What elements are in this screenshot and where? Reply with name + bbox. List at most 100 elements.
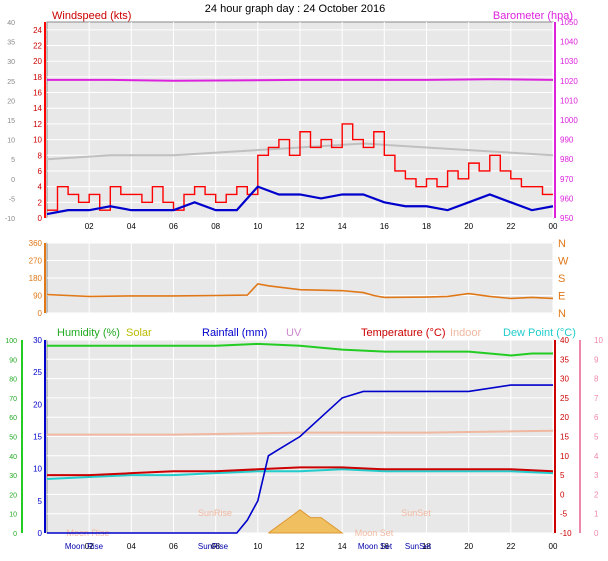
uv-tick-label: 7 bbox=[594, 394, 599, 403]
sunset-marker: SunSet bbox=[401, 508, 431, 518]
climate-grid bbox=[47, 339, 554, 534]
legend-solar: Solar bbox=[126, 327, 152, 339]
barometer-tick-label: 980 bbox=[560, 155, 574, 164]
barometer-tick-label: 1010 bbox=[560, 96, 578, 105]
windspeed-line bbox=[47, 123, 553, 211]
wind-outer-tick-label: 5 bbox=[11, 157, 15, 164]
temperature-tick-label: 20 bbox=[560, 413, 569, 422]
compass-label: S bbox=[558, 273, 565, 285]
barometer-tick-label: 1040 bbox=[560, 38, 578, 47]
x-tick-label: 10 bbox=[253, 222, 262, 231]
x-tick-label: 12 bbox=[296, 222, 305, 231]
wind-outer-tick-label: 25 bbox=[7, 79, 15, 86]
barometer-line bbox=[47, 78, 554, 82]
compass-label: W bbox=[558, 256, 569, 268]
direction-tick-label: 180 bbox=[29, 274, 43, 283]
sunset-axis-label: SunSet bbox=[405, 542, 432, 551]
compass-label: N bbox=[558, 238, 566, 250]
wind-outer-tick-label: 20 bbox=[7, 98, 15, 105]
x-tick-label: 02 bbox=[85, 542, 94, 551]
rainfall-line bbox=[47, 384, 553, 534]
wind-x-ticks: 02 04 06 08 10 12 14 16 18 20 22 00 bbox=[85, 222, 558, 231]
temperature-tick-label: 15 bbox=[560, 433, 569, 442]
x-tick-label: 22 bbox=[506, 542, 515, 551]
legend-dewpoint: Dew Point (°C) bbox=[503, 327, 576, 339]
uv-tick-label: 9 bbox=[594, 355, 599, 364]
indoor-temperature-line bbox=[47, 429, 554, 436]
direction-tick-label: 270 bbox=[29, 257, 43, 266]
wind-tick-label: 20 bbox=[33, 57, 42, 66]
wind-series bbox=[46, 78, 554, 216]
temperature-line bbox=[47, 466, 554, 477]
x-tick-label: 08 bbox=[211, 542, 220, 551]
compass-label: E bbox=[558, 291, 565, 303]
humidity-tick-label: 40 bbox=[9, 454, 17, 461]
wind-right-ticks: 1050 1040 1030 1020 1010 1000 990 980 970 960 950 bbox=[560, 18, 578, 223]
temperature-tick-label: 10 bbox=[560, 452, 569, 461]
direction-tick-label: 360 bbox=[29, 239, 43, 248]
barometer-tick-label: 1050 bbox=[560, 18, 578, 27]
wind-tick-label: 8 bbox=[38, 151, 43, 160]
x-tick-label: 02 bbox=[85, 222, 94, 231]
temperature-tick-label: -10 bbox=[560, 529, 572, 538]
barometer-tick-label: 1000 bbox=[560, 116, 578, 125]
rain-tick-label: 20 bbox=[33, 400, 42, 409]
temperature-tick-label: 25 bbox=[560, 394, 569, 403]
x-tick-label: 14 bbox=[338, 542, 347, 551]
temperature-tick-label: 5 bbox=[560, 471, 565, 480]
sunrise-axis-label: SunRise bbox=[198, 542, 229, 551]
legend-humidity: Humidity (%) bbox=[57, 327, 120, 339]
uv-tick-label: 4 bbox=[594, 452, 599, 461]
humidity-tick-label: 20 bbox=[9, 492, 17, 499]
barometer-tick-label: 990 bbox=[560, 136, 574, 145]
wind-outer-tick-label: 30 bbox=[7, 59, 15, 66]
wind-tick-label: 16 bbox=[33, 89, 42, 98]
barometer-tick-label: 970 bbox=[560, 175, 574, 184]
moon-set-axis-label: Moon Set bbox=[358, 542, 393, 551]
x-tick-label: 16 bbox=[380, 542, 389, 551]
rain-tick-label: 15 bbox=[33, 433, 42, 442]
humidity-tick-label: 0 bbox=[13, 531, 17, 538]
legend-indoor: Indoor bbox=[450, 327, 482, 339]
humidity-tick-label: 30 bbox=[9, 473, 17, 480]
direction-series bbox=[46, 282, 554, 300]
wind-outer-tick-label: 10 bbox=[7, 138, 15, 145]
rain-tick-label: 5 bbox=[38, 497, 43, 506]
barometer-tick-label: 950 bbox=[560, 214, 574, 223]
direction-tick-label: 90 bbox=[33, 292, 42, 301]
x-tick-label: 04 bbox=[127, 222, 136, 231]
humidity-tick-label: 100 bbox=[5, 338, 17, 345]
climate-legend: Humidity (%) Solar Rainfall (mm) UV Temp… bbox=[57, 327, 576, 339]
uv-tick-label: 10 bbox=[594, 336, 603, 345]
rain-tick-label: 10 bbox=[33, 465, 42, 474]
humidity-tick-label: 60 bbox=[9, 415, 17, 422]
x-tick-label: 20 bbox=[464, 542, 473, 551]
legend-temperature: Temperature (°C) bbox=[361, 327, 445, 339]
temperature-tick-label: 0 bbox=[560, 490, 565, 499]
rain-tick-label: 30 bbox=[33, 336, 42, 345]
wind-outer-tick-label: 35 bbox=[7, 40, 15, 47]
wind-tick-label: 18 bbox=[33, 73, 42, 82]
barometer-tick-label: 960 bbox=[560, 194, 574, 203]
rain-tick-label: 0 bbox=[38, 529, 43, 538]
wind-tick-label: 12 bbox=[33, 120, 42, 129]
x-tick-label: 06 bbox=[169, 222, 178, 231]
uv-tick-label: 8 bbox=[594, 375, 599, 384]
moon-rise-axis-label: Moon Rise bbox=[65, 542, 104, 551]
x-tick-label: 16 bbox=[380, 222, 389, 231]
legend-windspeed: Windspeed (kts) bbox=[52, 10, 131, 22]
x-tick-label: 00 bbox=[549, 222, 558, 231]
barometer-tick-label: 1020 bbox=[560, 77, 578, 86]
humidity-tick-label: 80 bbox=[9, 377, 17, 384]
x-tick-label: 22 bbox=[506, 222, 515, 231]
x-tick-label: 00 bbox=[549, 542, 558, 551]
wind-tick-label: 22 bbox=[33, 42, 42, 51]
legend-rainfall: Rainfall (mm) bbox=[202, 327, 267, 339]
x-tick-label: 04 bbox=[127, 542, 136, 551]
legend-uv: UV bbox=[286, 327, 302, 339]
humidity-tick-label: 90 bbox=[9, 357, 17, 364]
wind-tick-label: 14 bbox=[33, 104, 42, 113]
